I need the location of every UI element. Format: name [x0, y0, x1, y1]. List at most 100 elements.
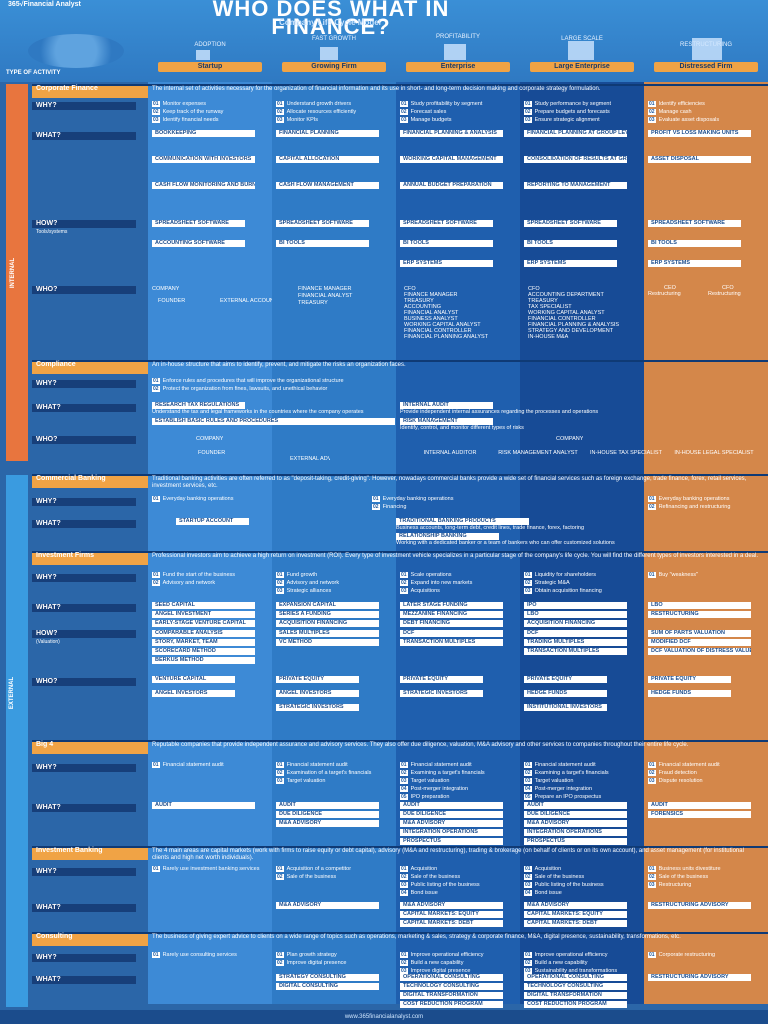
- commercial-section-desc: Traditional banking activities are often…: [152, 476, 747, 489]
- cf-who-company: COMPANY: [152, 286, 180, 292]
- cf-how-tag: SPREADSHEET SOFTWARE: [400, 220, 493, 227]
- inv-why-item: 03 Strategic alliances: [276, 588, 388, 594]
- big4-why-text: Financial statement audit: [534, 762, 596, 768]
- cb-what-tag: STARTUP ACCOUNT: [176, 518, 249, 525]
- inv-why-text: Advisory and network: [286, 580, 340, 586]
- distressed-column: [644, 82, 768, 1004]
- external-band: [6, 475, 28, 1007]
- number-badge: 02: [648, 874, 656, 880]
- big4-what-tag: PROSPECTUS: [524, 838, 627, 845]
- number-badge: 01: [524, 101, 532, 107]
- number-badge: 03: [400, 968, 408, 974]
- stage-pill-3: Large Enterprise: [530, 62, 634, 72]
- comp-who-role: INTERNAL AUDITOR: [423, 450, 477, 456]
- number-badge: 02: [524, 109, 532, 115]
- number-badge: 03: [276, 588, 284, 594]
- inv-what-tag: IPO: [524, 602, 627, 609]
- inv-what-tag: ACQUISITION FINANCING: [276, 620, 379, 627]
- investment-section-tag: Investment Firms: [32, 552, 148, 565]
- ib-why-text: Sale of the business: [534, 874, 585, 880]
- cons-why-item: 03 Improve digital presence: [400, 968, 512, 974]
- cons-what-tag: DIGITAL TRANSFORMATION: [400, 992, 503, 999]
- cf-what-tag: FINANCIAL PLANNING & ANALYSIS: [400, 130, 503, 137]
- ib-what-tag: M&A ADVISORY: [524, 902, 627, 909]
- number-badge: 02: [276, 580, 284, 586]
- cf-why-item: 03 Manage budgets: [400, 117, 512, 123]
- big4-what-tag: DUE DILIGENCE: [276, 811, 379, 818]
- question-why: WHY?: [32, 102, 136, 110]
- big4-why-text: Financial statement audit: [410, 762, 472, 768]
- cf-who-restructuring-1: Restructuring: [648, 291, 681, 297]
- type-of-activity-label: TYPE OF ACTIVITY: [6, 70, 61, 76]
- inv-why-text: Liquidity for shareholders: [534, 572, 597, 578]
- big4-why-text: IPO preparation: [410, 794, 450, 800]
- ib-why-item: 04 Bond issue: [400, 890, 512, 896]
- cons-why-text: Corporate restructuring: [658, 952, 716, 958]
- ib-why-item: 02 Sale of the business: [276, 874, 388, 880]
- cb-why-item: 01 Everyday banking operations: [372, 496, 612, 502]
- comp-what-tag: INTERNAL AUDIT: [400, 402, 493, 409]
- cons-why-item: 01 Plan growth strategy: [276, 952, 388, 958]
- inv-what-tag: SERIES A FUNDING: [276, 611, 379, 618]
- ib-what-tag: RESTRUCTURING ADVISORY: [648, 902, 751, 909]
- ib-why-item: 03 Public listing of the business: [524, 882, 636, 888]
- cf-why-text: Keep track of the runway: [162, 109, 224, 115]
- cb-what-desc-text: Working with a dedicated banker or a tea…: [396, 540, 615, 546]
- big4-why-item: 02 Examining a target's financials: [400, 770, 512, 776]
- big4-why-item: 04 Post-merger integration: [400, 786, 512, 792]
- cf-who-external: EXTERNAL ACCOUNTANTS: [220, 298, 272, 304]
- cons-what-tag: OPERATIONAL CONSULTING: [524, 974, 627, 981]
- cf-what-tag: CAPITAL ALLOCATION: [276, 156, 379, 163]
- number-badge: 02: [152, 580, 160, 586]
- cf-who-large-text: TAX SPECIALIST: [528, 304, 572, 310]
- inv-why-text: Buy "weakness": [658, 572, 698, 578]
- comp-who-role: IN-HOUSE LEGAL SPECIALIST: [674, 450, 754, 456]
- cf-how-tag: SPREADSHEET SOFTWARE: [276, 220, 369, 227]
- cons-why-item: 01 Improve operational efficiency: [400, 952, 512, 958]
- cons-why-text: Plan growth strategy: [286, 952, 337, 958]
- inv-who-tag: VENTURE CAPITAL: [152, 676, 235, 683]
- comp-why-item: 01 Enforce rules and procedures that will…: [152, 378, 652, 384]
- cb-what-tag: RELATIONSHIP BANKING: [396, 533, 499, 540]
- inv-why-text: Obtain acquisition financing: [534, 588, 602, 594]
- inv-why-text: Acquisitions: [410, 588, 440, 594]
- cb-why-text: Everyday banking operations: [658, 496, 730, 502]
- ib-why-text: Rarely use investment banking services: [162, 866, 260, 872]
- inv-what-tag: ACQUISITION FINANCING: [524, 620, 627, 627]
- cons-what-tag: COST REDUCTION PROGRAM: [400, 1001, 503, 1008]
- cf-why-item: 02 Prepare budgets and forecasts: [524, 109, 636, 115]
- cons-why-text: Improve digital presence: [286, 960, 347, 966]
- inv-who-tag: HEDGE FUNDS: [648, 690, 731, 697]
- ib-why-item: 02 Sale of the business: [524, 874, 636, 880]
- cf-who-large-text: IN-HOUSE M&A: [528, 334, 569, 340]
- cons-why-item: 01 Improve operational efficiency: [524, 952, 636, 958]
- ib-why-text: Sale of the business: [286, 874, 337, 880]
- number-badge: 01: [152, 572, 160, 578]
- stage-pill-2: Enterprise: [406, 62, 510, 72]
- ib-section-tag: Investment Banking: [32, 847, 148, 860]
- number-badge: 02: [276, 960, 284, 966]
- cf-what-tag: CASH FLOW MONITORING AND BURN RATE ANALY…: [152, 182, 255, 189]
- inv-how-tag: VC METHOD: [276, 639, 379, 646]
- cons-why-text: Improve digital presence: [410, 968, 471, 974]
- inv-why-item: 01 Fund growth: [276, 572, 388, 578]
- number-badge: 01: [648, 952, 656, 958]
- cb-why-text: Refinancing and restructuring: [658, 504, 731, 510]
- inv-why-text: Advisory and network: [162, 580, 216, 586]
- number-badge: 02: [276, 874, 284, 880]
- cb-why-item: 01 Everyday banking operations: [648, 496, 760, 502]
- big4-why-text: Target valuation: [286, 778, 326, 784]
- number-badge: 02: [400, 109, 408, 115]
- question-what: WHAT?: [32, 404, 136, 412]
- ib-why-text: Acquisition: [410, 866, 438, 872]
- number-badge: 02: [152, 109, 160, 115]
- cb-what-desc-text: Business accounts, long-term debt, credi…: [396, 525, 585, 531]
- internal-band-label: INTERNAL: [10, 257, 17, 289]
- building-icon: [692, 38, 722, 60]
- number-badge: 01: [276, 952, 284, 958]
- question-why: WHY?: [32, 498, 136, 506]
- number-badge: 01: [152, 952, 160, 958]
- number-badge: 01: [276, 762, 284, 768]
- comp-what-desc-text: Understand the tax and legal frameworks …: [152, 409, 364, 415]
- comp-who-founder: FOUNDER: [198, 450, 226, 456]
